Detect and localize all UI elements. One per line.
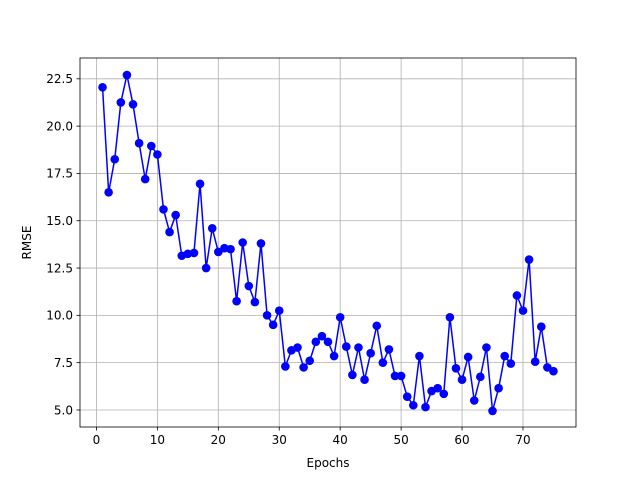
data-point [232, 296, 241, 306]
data-point [372, 321, 382, 331]
data-point [378, 358, 388, 367]
data-point [366, 348, 375, 358]
data-point [549, 366, 558, 376]
y-tick-label: 15.0 [46, 214, 73, 228]
x-tick-label: 20 [211, 433, 226, 447]
data-point [329, 351, 339, 361]
data-point [439, 389, 449, 399]
data-point [171, 210, 180, 220]
data-point [524, 255, 534, 264]
axis-ticks: 0 10 20 30 40 50 60 70 5.0 7.5 10.0 12.5 15.0 17.5 20.… [46, 72, 530, 447]
y-axis-label: RMSE [20, 226, 34, 260]
data-point [281, 362, 290, 371]
data-point [494, 383, 503, 393]
data-point [530, 357, 540, 367]
data-point [451, 364, 461, 373]
x-tick-label: 30 [272, 433, 287, 447]
data-point [256, 239, 266, 248]
data-point [360, 375, 369, 384]
data-point [262, 311, 272, 320]
y-tick-label: 10.0 [46, 309, 73, 323]
x-axis-label: Epochs [307, 456, 350, 470]
data-point [402, 392, 412, 402]
data-point [250, 297, 260, 307]
data-point [195, 179, 205, 189]
data-point [122, 70, 132, 80]
data-point [238, 238, 247, 247]
data-point [134, 138, 144, 148]
data-point [110, 154, 120, 164]
data-point [488, 406, 497, 416]
data-point [354, 343, 363, 352]
data-point [335, 312, 345, 322]
data-point [299, 363, 308, 372]
data-point [396, 371, 406, 381]
data-point [159, 205, 168, 214]
x-tick-label: 40 [333, 433, 348, 447]
data-point [98, 83, 107, 92]
data-point [421, 402, 430, 412]
plot-area-frame [79, 57, 577, 428]
data-point [207, 224, 217, 233]
data-point [445, 312, 455, 322]
y-tick-label: 7.5 [54, 356, 73, 370]
data-point [384, 345, 394, 354]
data-point [268, 320, 278, 330]
data-point [153, 150, 162, 159]
data-point [457, 375, 467, 384]
data-point [433, 383, 442, 393]
data-point [146, 141, 156, 151]
data-point [189, 248, 199, 258]
x-tick-label: 70 [515, 433, 530, 447]
data-point [500, 351, 510, 361]
data-point [116, 98, 126, 107]
y-tick-label: 20.0 [46, 119, 73, 133]
data-point [506, 359, 516, 368]
data-point [293, 343, 302, 352]
x-tick-label: 60 [454, 433, 469, 447]
data-point [201, 263, 211, 273]
data-point [476, 372, 485, 382]
data-point [104, 188, 113, 197]
data-point [348, 370, 357, 380]
series-line [101, 74, 554, 412]
data-point [317, 331, 327, 341]
y-tick-label: 22.5 [46, 72, 73, 86]
data-point [165, 227, 174, 237]
data-point [409, 400, 418, 410]
data-point [463, 352, 473, 362]
data-point [536, 322, 546, 332]
y-tick-label: 5.0 [54, 403, 73, 417]
grid-lines [80, 58, 576, 427]
data-point [323, 337, 333, 347]
data-point [518, 306, 528, 315]
data-point [415, 351, 424, 361]
x-tick-label: 50 [393, 433, 408, 447]
data-point [226, 244, 235, 254]
data-point [482, 343, 491, 352]
data-point [341, 342, 351, 351]
data-point [469, 396, 479, 405]
data-point [311, 337, 321, 347]
data-point [128, 100, 138, 109]
y-tick-label: 17.5 [46, 167, 73, 181]
data-point [305, 356, 315, 366]
data-point [512, 291, 522, 300]
data-point [244, 281, 254, 291]
y-tick-label: 12.5 [46, 261, 73, 275]
data-point [390, 371, 400, 381]
data-point [140, 174, 150, 184]
x-tick-label: 0 [93, 433, 101, 447]
x-tick-label: 10 [150, 433, 165, 447]
series-rmse [98, 70, 558, 416]
data-point [274, 306, 284, 315]
